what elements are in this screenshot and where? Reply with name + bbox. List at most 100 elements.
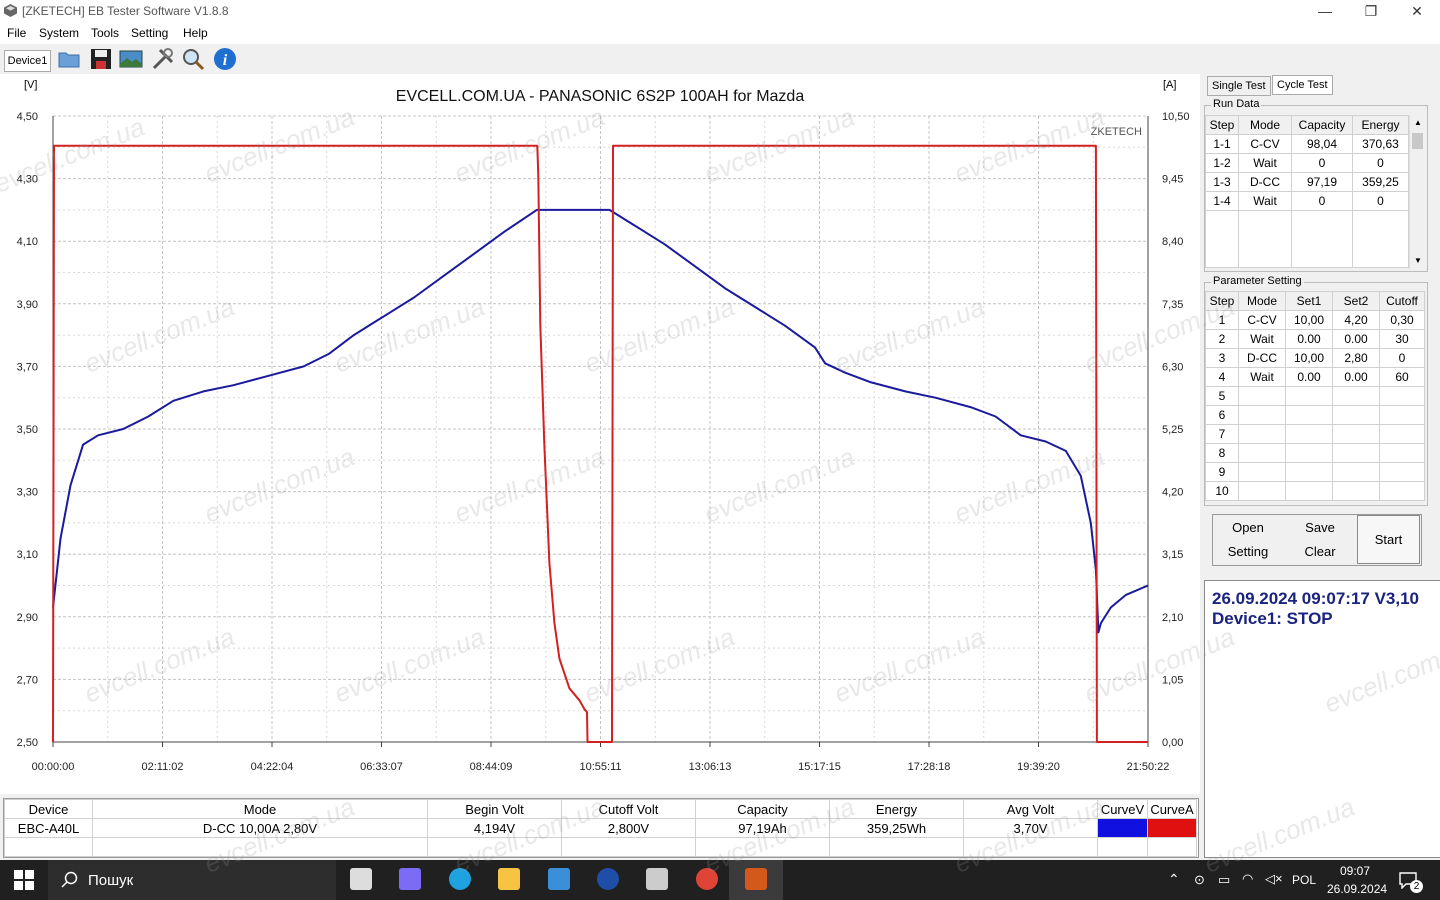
table-cell[interactable]: 10,00 — [1285, 310, 1333, 330]
table-row[interactable]: 1-4 Wait 0 0 — [1205, 191, 1409, 211]
clock-time[interactable]: 09:07 — [1340, 864, 1371, 878]
start-button[interactable]: Start — [1357, 515, 1420, 564]
scroll-up-icon[interactable]: ▲ — [1414, 118, 1422, 127]
wifi-icon[interactable]: ◠ — [1242, 871, 1254, 886]
minimize-button[interactable]: — — [1318, 3, 1332, 19]
table-cell[interactable] — [1379, 443, 1425, 463]
table-row[interactable]: 3 D-CC 10,00 2,80 0 — [1205, 348, 1425, 368]
table-cell[interactable] — [1238, 462, 1286, 482]
table-cell[interactable]: 60 — [1379, 367, 1425, 387]
maximize-button[interactable]: ❐ — [1364, 3, 1378, 19]
table-cell[interactable]: 0 — [1379, 348, 1425, 368]
table-cell[interactable]: 0.00 — [1332, 329, 1380, 349]
setting-button[interactable]: Setting — [1214, 541, 1282, 563]
language-indicator[interactable]: POL — [1292, 873, 1317, 887]
table-cell[interactable] — [1379, 405, 1425, 425]
table-row[interactable]: 7 — [1205, 424, 1425, 444]
image-icon[interactable] — [119, 47, 143, 71]
table-cell[interactable] — [1238, 386, 1286, 406]
folder-open-icon[interactable] — [57, 47, 81, 71]
menu-file[interactable]: File — [7, 26, 27, 40]
menu-system[interactable]: System — [39, 26, 80, 40]
menu-help[interactable]: Help — [183, 26, 208, 40]
taskbar-search[interactable]: Пошук — [48, 860, 336, 900]
notification-icon[interactable] — [1399, 871, 1417, 889]
table-cell[interactable] — [1285, 424, 1333, 444]
table-cell[interactable] — [1285, 443, 1333, 463]
windows-start-icon[interactable] — [14, 870, 34, 890]
table-cell[interactable] — [1332, 481, 1380, 501]
volume-icon[interactable]: ◁× — [1265, 871, 1283, 886]
info-icon[interactable]: i — [213, 47, 237, 71]
table-row[interactable]: 5 — [1205, 386, 1425, 406]
curve-a-swatch[interactable] — [1147, 818, 1197, 838]
package-icon[interactable] — [646, 868, 669, 890]
table-cell[interactable] — [1379, 424, 1425, 444]
close-button[interactable]: ✕ — [1411, 3, 1423, 19]
scroll-down-icon[interactable]: ▼ — [1414, 256, 1422, 265]
table-row[interactable]: 4 Wait 0.00 0.00 60 — [1205, 367, 1425, 387]
mail-icon[interactable] — [547, 868, 570, 890]
copilot-icon[interactable] — [399, 868, 422, 890]
table-cell[interactable] — [1332, 405, 1380, 425]
table-row[interactable]: 1-2 Wait 0 0 — [1205, 153, 1409, 173]
clock-date[interactable]: 26.09.2024 — [1327, 882, 1388, 896]
file-explorer-icon[interactable] — [498, 868, 521, 890]
table-cell[interactable] — [1379, 481, 1425, 501]
table-cell[interactable] — [1332, 424, 1380, 444]
table-cell[interactable]: Wait — [1238, 367, 1286, 387]
table-cell[interactable] — [1285, 405, 1333, 425]
table-cell[interactable]: 10,00 — [1285, 348, 1333, 368]
table-cell[interactable]: 0.00 — [1285, 367, 1333, 387]
table-row[interactable]: 1-3 D-CC 97,19 359,25 — [1205, 172, 1409, 192]
clear-button[interactable]: Clear — [1286, 541, 1354, 563]
table-row[interactable]: 1-1 C-CV 98,04 370,63 — [1205, 134, 1409, 154]
menu-tools[interactable]: Tools — [91, 26, 120, 40]
scroll-thumb[interactable] — [1412, 133, 1423, 149]
table-cell[interactable] — [1332, 462, 1380, 482]
table-cell[interactable] — [1238, 424, 1286, 444]
open-button[interactable]: Open — [1214, 517, 1282, 539]
teamviewer-icon[interactable] — [597, 868, 619, 890]
tools-icon[interactable] — [151, 47, 175, 71]
chrome-icon[interactable] — [695, 868, 718, 890]
table-row[interactable]: 2 Wait 0.00 0.00 30 — [1205, 329, 1425, 349]
table-cell[interactable] — [1379, 386, 1425, 406]
table-cell[interactable]: 0.00 — [1285, 329, 1333, 349]
save-button[interactable]: Save — [1286, 517, 1354, 539]
table-cell[interactable] — [1238, 443, 1286, 463]
meet-icon[interactable]: ⊙ — [1194, 872, 1205, 887]
table-cell[interactable]: 30 — [1379, 329, 1425, 349]
table-row[interactable]: 10 — [1205, 481, 1425, 501]
table-cell[interactable]: 4,20 — [1332, 310, 1380, 330]
run-data-scrollbar[interactable]: ▲ ▼ — [1409, 115, 1426, 269]
edge-icon[interactable] — [448, 868, 471, 890]
device-tab[interactable]: Device1 — [4, 50, 51, 72]
battery-icon[interactable]: ▭ — [1218, 872, 1231, 887]
curve-v-swatch[interactable] — [1097, 818, 1148, 838]
eb-tester-icon[interactable] — [745, 868, 768, 890]
table-row[interactable]: 9 — [1205, 462, 1425, 482]
table-row[interactable]: 8 — [1205, 443, 1425, 463]
table-cell[interactable] — [1332, 386, 1380, 406]
table-cell[interactable] — [1285, 481, 1333, 501]
tab-cycle-test[interactable]: Cycle Test — [1272, 75, 1333, 95]
table-cell[interactable]: 2,80 — [1332, 348, 1380, 368]
table-cell[interactable] — [1379, 462, 1425, 482]
task-view-icon[interactable] — [350, 868, 372, 890]
table-cell[interactable] — [1238, 481, 1286, 501]
table-cell[interactable]: 0.00 — [1332, 367, 1380, 387]
chevron-up-icon[interactable]: ⌃ — [1168, 871, 1180, 887]
menu-setting[interactable]: Setting — [131, 26, 169, 40]
table-cell[interactable] — [1238, 405, 1286, 425]
save-icon[interactable] — [89, 47, 113, 71]
table-row[interactable]: 1 C-CV 10,00 4,20 0,30 — [1205, 310, 1425, 330]
tab-single-test[interactable]: Single Test — [1207, 76, 1271, 96]
table-cell[interactable]: Wait — [1238, 329, 1286, 349]
table-cell[interactable] — [1285, 386, 1333, 406]
table-cell[interactable]: D-CC — [1238, 348, 1286, 368]
table-cell[interactable]: 0,30 — [1379, 310, 1425, 330]
table-cell[interactable] — [1285, 462, 1333, 482]
table-cell[interactable]: C-CV — [1238, 310, 1286, 330]
table-cell[interactable] — [1332, 443, 1380, 463]
